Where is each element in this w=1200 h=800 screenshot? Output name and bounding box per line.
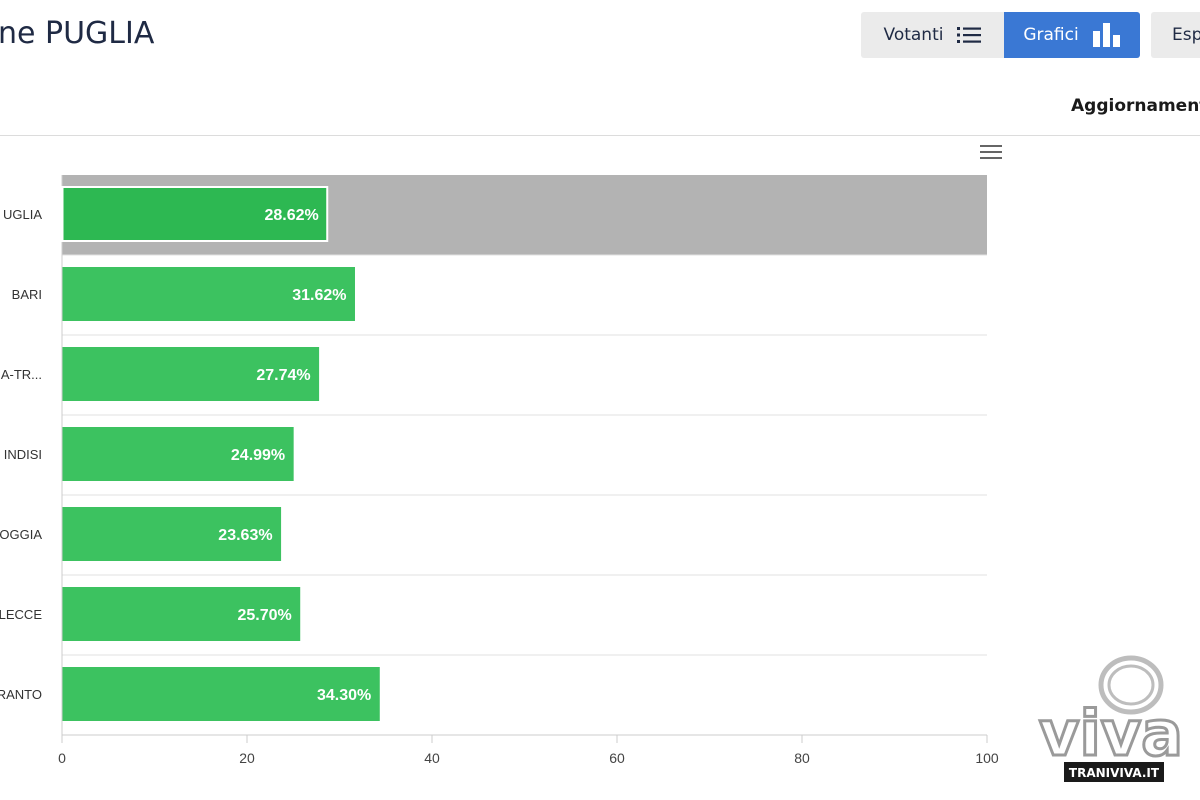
tab-grafici-label: Grafici <box>1023 25 1079 45</box>
list-icon <box>957 27 982 43</box>
tab-esporta[interactable]: Esp <box>1151 12 1200 58</box>
bar-chart: 28.62% UGLIA 31.62% BARI 27.74% A-TR... 24.99%… <box>0 175 999 766</box>
tab-votanti-label: Votanti <box>883 25 944 45</box>
data-label: 31.62% <box>292 287 346 304</box>
bar-0[interactable] <box>61 186 329 242</box>
category-label: A-TR... <box>1 367 42 382</box>
data-label: 28.62% <box>264 207 318 224</box>
category-label: RANTO <box>0 687 42 702</box>
x-tick-label: 80 <box>794 750 810 766</box>
watermark-site: TRANIVIVA.IT <box>1069 766 1160 780</box>
bar-2[interactable] <box>62 347 320 401</box>
data-label: 24.99% <box>231 447 285 464</box>
data-label: 27.74% <box>256 367 310 384</box>
bar-6[interactable] <box>62 667 380 721</box>
data-label: 25.70% <box>237 607 291 624</box>
category-label: LECCE <box>0 607 42 622</box>
bar-4[interactable] <box>62 507 282 561</box>
bar-5[interactable] <box>62 587 301 641</box>
x-tick-label: 20 <box>239 750 255 766</box>
header-divider <box>0 135 1200 136</box>
data-label: 23.63% <box>218 527 272 544</box>
x-tick-label: 100 <box>975 750 999 766</box>
data-label: 34.30% <box>317 687 371 704</box>
page-title: ne PUGLIA <box>0 16 155 51</box>
x-tick-label: 0 <box>58 750 66 766</box>
x-tick-label: 40 <box>424 750 440 766</box>
bar-chart-icon <box>1092 23 1120 47</box>
category-label: UGLIA <box>3 207 42 222</box>
bar-1[interactable] <box>62 267 355 321</box>
tab-votanti[interactable]: Votanti <box>861 12 1004 58</box>
category-label: OGGIA <box>0 527 42 542</box>
tab-esporta-label: Esp <box>1172 25 1200 45</box>
category-label: INDISI <box>4 447 42 462</box>
bar-3[interactable] <box>62 427 294 481</box>
x-tick-label: 60 <box>609 750 625 766</box>
tab-grafici[interactable]: Grafici <box>1004 12 1140 58</box>
update-label: Aggiornamento <box>1071 96 1200 116</box>
watermark-logo: viva TRANIVIVA.IT <box>1038 655 1184 782</box>
view-tabs: Votanti Grafici Esp <box>861 12 1200 58</box>
svg-text:viva: viva <box>1039 697 1183 770</box>
category-label: BARI <box>12 287 42 302</box>
chart-menu-icon[interactable] <box>980 144 1002 160</box>
